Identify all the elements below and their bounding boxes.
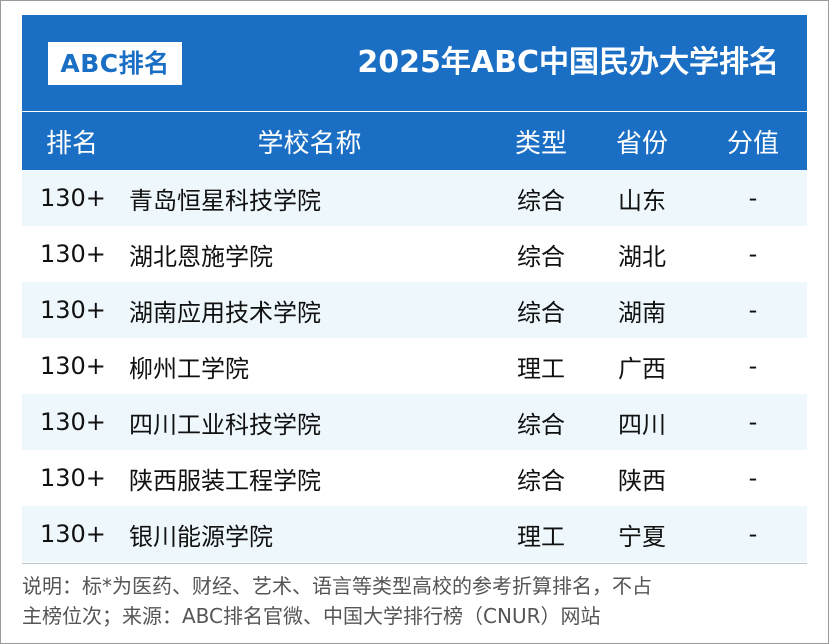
rank-cell: 130+ bbox=[40, 520, 106, 548]
footer-divider bbox=[22, 563, 807, 564]
score-cell: - bbox=[748, 352, 758, 380]
table-row: 130+ 陕西服装工程学院 综合 陕西 - bbox=[22, 450, 807, 506]
score-cell: - bbox=[748, 520, 758, 548]
type-cell: 综合 bbox=[517, 466, 565, 495]
score-cell: - bbox=[748, 296, 758, 324]
column-header-province: 省份 bbox=[615, 128, 668, 159]
score-cell: - bbox=[748, 464, 758, 492]
table-row: 130+ 柳州工学院 理工 广西 - bbox=[22, 338, 807, 394]
rank-cell: 130+ bbox=[40, 408, 106, 436]
rank-cell: 130+ bbox=[40, 464, 106, 492]
type-cell: 综合 bbox=[517, 298, 565, 327]
table-row: 130+ 银川能源学院 理工 宁夏 - bbox=[22, 506, 807, 562]
column-header-score: 分值 bbox=[726, 128, 779, 159]
rank-cell: 130+ bbox=[40, 352, 106, 380]
school-name-cell: 湖北恩施学院 bbox=[129, 242, 273, 271]
type-cell: 理工 bbox=[517, 522, 565, 551]
province-cell: 陕西 bbox=[618, 466, 666, 495]
page-title: 2025年ABC中国民办大学排名 bbox=[357, 45, 779, 80]
province-cell: 四川 bbox=[618, 410, 666, 439]
footnote: 说明：标*为医药、财经、艺术、语言等类型高校的参考折算排名，不占 主榜位次；来源… bbox=[22, 571, 812, 631]
footnote-line-1: 说明：标*为医药、财经、艺术、语言等类型高校的参考折算排名，不占 bbox=[22, 574, 652, 598]
title-banner: ABC排名 2025年ABC中国民办大学排名 bbox=[22, 15, 807, 111]
rank-cell: 130+ bbox=[40, 240, 106, 268]
school-name-cell: 柳州工学院 bbox=[129, 354, 249, 383]
type-cell: 综合 bbox=[517, 410, 565, 439]
province-cell: 湖北 bbox=[618, 242, 666, 271]
brand-logo: ABC排名 bbox=[48, 42, 182, 85]
table-header: 排名 学校名称 类型 省份 分值 bbox=[22, 112, 807, 170]
rank-cell: 130+ bbox=[40, 296, 106, 324]
score-cell: - bbox=[748, 184, 758, 212]
province-cell: 宁夏 bbox=[618, 522, 666, 551]
table-row: 130+ 青岛恒星科技学院 综合 山东 - bbox=[22, 170, 807, 226]
table-body: 130+ 青岛恒星科技学院 综合 山东 - 130+ 湖北恩施学院 综合 湖北 … bbox=[22, 170, 807, 562]
school-name-cell: 陕西服装工程学院 bbox=[129, 466, 321, 495]
rank-cell: 130+ bbox=[40, 184, 106, 212]
school-name-cell: 青岛恒星科技学院 bbox=[129, 186, 321, 215]
school-name-cell: 银川能源学院 bbox=[129, 522, 273, 551]
column-header-rank: 排名 bbox=[45, 128, 98, 159]
column-header-name: 学校名称 bbox=[257, 128, 362, 159]
province-cell: 湖南 bbox=[618, 298, 666, 327]
province-cell: 广西 bbox=[618, 354, 666, 383]
school-name-cell: 四川工业科技学院 bbox=[129, 410, 321, 439]
table-row: 130+ 湖北恩施学院 综合 湖北 - bbox=[22, 226, 807, 282]
column-header-type: 类型 bbox=[514, 128, 567, 159]
table-row: 130+ 四川工业科技学院 综合 四川 - bbox=[22, 394, 807, 450]
score-cell: - bbox=[748, 408, 758, 436]
type-cell: 综合 bbox=[517, 242, 565, 271]
footnote-line-2: 主榜位次；来源：ABC排名官微、中国大学排行榜（CNUR）网站 bbox=[22, 604, 601, 628]
type-cell: 理工 bbox=[517, 354, 565, 383]
score-cell: - bbox=[748, 240, 758, 268]
table-row: 130+ 湖南应用技术学院 综合 湖南 - bbox=[22, 282, 807, 338]
type-cell: 综合 bbox=[517, 186, 565, 215]
school-name-cell: 湖南应用技术学院 bbox=[129, 298, 321, 327]
province-cell: 山东 bbox=[618, 186, 666, 215]
